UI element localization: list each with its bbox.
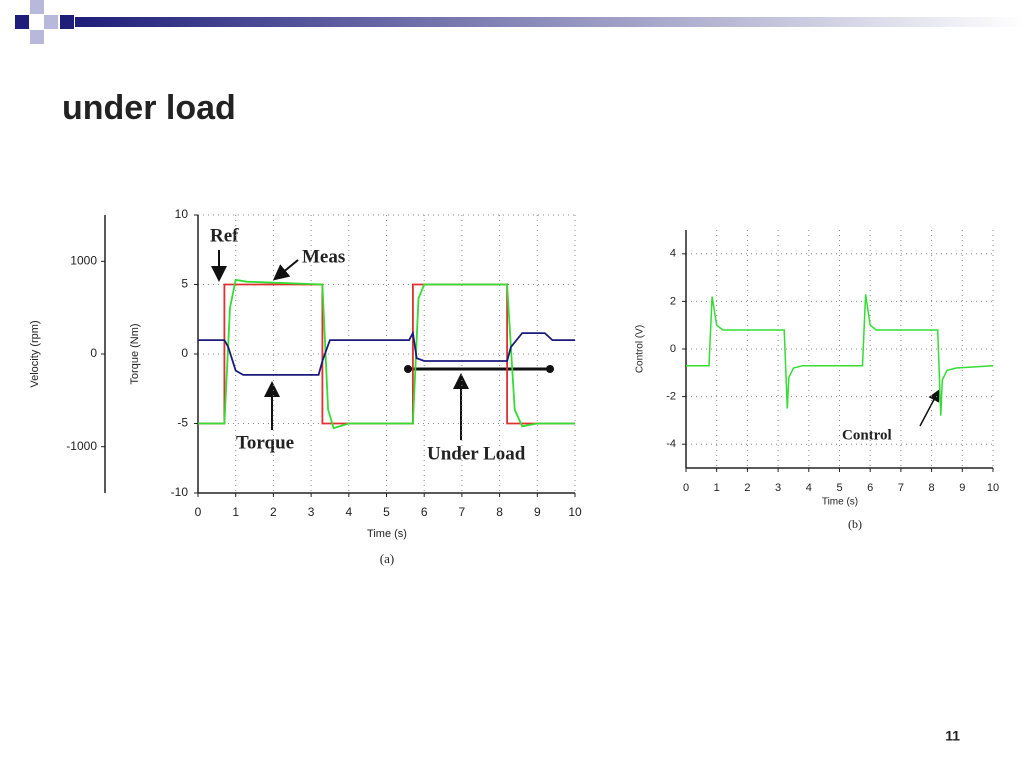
- annotation: Meas: [302, 246, 345, 267]
- page-number: 11: [945, 728, 960, 744]
- series-line: [198, 278, 575, 430]
- x-tick-label: 7: [898, 482, 904, 494]
- x-tick-label: 7: [459, 505, 466, 519]
- x-tick-label: 3: [775, 482, 781, 494]
- y2-tick-label: 1000: [70, 254, 97, 268]
- annotation: Control: [842, 427, 892, 443]
- x-axis-label: Time (s): [822, 497, 858, 508]
- x-tick-label: 1: [714, 482, 720, 494]
- x-tick-label: 8: [929, 482, 935, 494]
- x-tick-label: 8: [496, 505, 503, 519]
- annotation: Under Load: [427, 443, 526, 464]
- arrow: [919, 389, 940, 427]
- annotation: Torque: [236, 432, 294, 453]
- slide-title: under load: [62, 89, 236, 127]
- x-tick-label: 4: [345, 505, 352, 519]
- y-tick-label: -2: [666, 391, 676, 403]
- x-tick-label: 9: [534, 505, 541, 519]
- x-tick-label: 5: [383, 505, 390, 519]
- y-axis-label: Torque (Nm): [129, 323, 141, 384]
- x-tick-label: 0: [195, 505, 202, 519]
- arrow: [272, 259, 299, 281]
- decor-square: [60, 15, 74, 29]
- series-line: [686, 294, 994, 416]
- x-tick-label: 10: [987, 482, 999, 494]
- y-tick-label: 2: [670, 295, 676, 307]
- y-tick-label: 0: [181, 346, 188, 360]
- y-tick-label: 5: [181, 277, 188, 291]
- x-tick-label: 0: [683, 482, 689, 494]
- span-end: [404, 365, 412, 373]
- caption: (a): [380, 551, 394, 566]
- caption: (b): [848, 517, 862, 531]
- x-tick-label: 2: [744, 482, 750, 494]
- y2-tick-label: 0: [90, 346, 97, 360]
- decor-square: [44, 15, 58, 29]
- x-tick-label: 4: [806, 482, 812, 494]
- y-tick-label: 10: [175, 207, 189, 221]
- y2-tick-label: -1000: [66, 439, 97, 453]
- x-axis-label: Time (s): [367, 528, 407, 540]
- x-tick-label: 3: [308, 505, 315, 519]
- decor-bar: [75, 17, 1024, 27]
- x-tick-label: 5: [836, 482, 842, 494]
- x-tick-label: 10: [568, 505, 582, 519]
- decor-square: [30, 0, 44, 14]
- y-tick-label: 0: [670, 343, 676, 355]
- x-tick-label: 6: [421, 505, 428, 519]
- x-tick-label: 9: [959, 482, 965, 494]
- y-tick-label: 4: [670, 248, 676, 260]
- x-tick-label: 2: [270, 505, 277, 519]
- y-tick-label: -5: [177, 416, 188, 430]
- y-tick-label: -4: [666, 438, 676, 450]
- series-line: [198, 330, 575, 376]
- y-tick-label: -10: [171, 485, 189, 499]
- x-tick-label: 1: [232, 505, 239, 519]
- annotation: Ref: [210, 225, 239, 246]
- decor-square: [30, 30, 44, 44]
- y2-axis-label: Velocity (rpm): [29, 320, 41, 387]
- decor-square: [15, 15, 29, 29]
- y-axis-label: Control (V): [635, 325, 646, 373]
- span-end: [546, 365, 554, 373]
- x-tick-label: 6: [867, 482, 873, 494]
